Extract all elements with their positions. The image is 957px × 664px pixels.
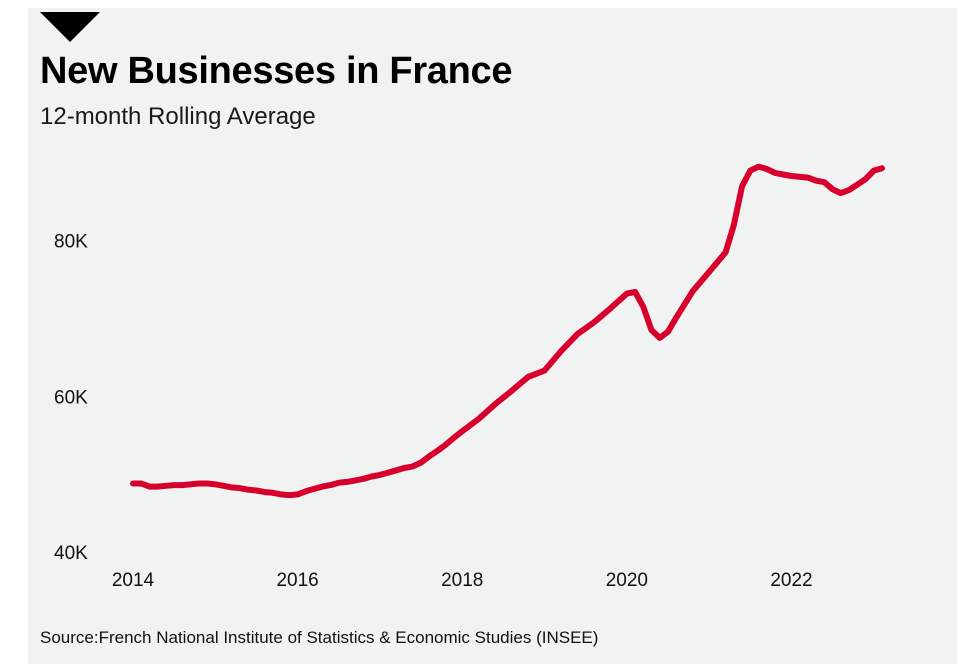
chart-panel <box>28 8 957 664</box>
x-tick-label: 2014 <box>112 570 155 591</box>
x-tick-label: 2018 <box>441 570 483 591</box>
y-tick-label: 80K <box>54 232 88 253</box>
x-axis-ticks: 2014 2016 2018 2020 2022 <box>112 570 813 591</box>
y-axis-ticks: 40K 60K 80K <box>54 232 88 564</box>
y-tick-label: 40K <box>54 543 88 564</box>
chart-title: New Businesses in France <box>40 50 513 92</box>
triangle-marker-icon <box>40 12 100 42</box>
chart-subtitle: 12-month Rolling Average <box>40 103 316 130</box>
series-line <box>130 163 885 499</box>
y-tick-label: 60K <box>54 387 88 408</box>
x-tick-label: 2020 <box>606 570 648 591</box>
source-note: Source:French National Institute of Stat… <box>40 628 599 647</box>
x-tick-label: 2016 <box>276 570 318 591</box>
x-tick-label: 2022 <box>770 570 812 591</box>
